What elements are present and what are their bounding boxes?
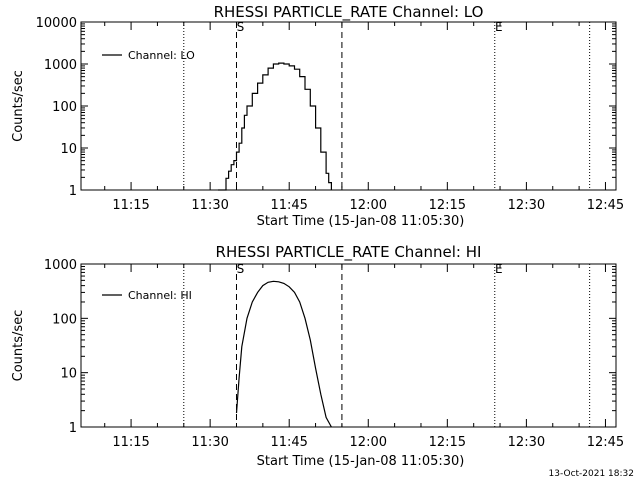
x-tick-label: 11:30: [191, 198, 228, 213]
x-tick-label: 11:15: [112, 198, 149, 213]
chart-title: RHESSI PARTICLE_RATE Channel: HI: [216, 243, 482, 262]
series-line: [235, 280, 332, 428]
legend-label: Channel: HI: [128, 289, 192, 302]
y-axis-label: Counts/sec: [11, 70, 26, 142]
x-tick-label: 12:15: [429, 435, 466, 450]
y-tick-label: 1: [69, 184, 77, 199]
x-tick-label: 12:15: [429, 198, 466, 213]
marker-label: E: [495, 262, 503, 276]
x-axis-label: Start Time (15-Jan-08 11:05:30): [257, 454, 465, 469]
y-tick-label: 100: [52, 100, 77, 115]
y-tick-label: 1: [69, 421, 77, 436]
x-tick-label: 12:45: [587, 198, 624, 213]
x-tick-label: 12:30: [508, 198, 545, 213]
y-tick-label: 1000: [44, 258, 77, 273]
x-tick-label: 12:00: [350, 198, 387, 213]
marker-label: S: [237, 20, 245, 34]
x-tick-label: 11:45: [270, 435, 307, 450]
marker-label: E: [495, 20, 503, 34]
x-tick-label: 11:30: [191, 435, 228, 450]
footer-timestamp: 13-Oct-2021 18:32: [549, 469, 634, 479]
plot-frame: [80, 21, 617, 191]
x-axis-label: Start Time (15-Jan-08 11:05:30): [257, 214, 465, 229]
y-tick-label: 10000: [36, 16, 77, 31]
chart-title: RHESSI PARTICLE_RATE Channel: LO: [214, 3, 484, 22]
y-axis-label: Counts/sec: [11, 310, 26, 382]
plot-frame: [80, 263, 617, 428]
y-tick-label: 10: [60, 142, 77, 157]
x-tick-label: 11:45: [270, 198, 307, 213]
x-tick-label: 11:15: [112, 435, 149, 450]
series-line: [218, 62, 332, 191]
y-tick-label: 1000: [44, 58, 77, 73]
x-tick-label: 12:30: [508, 435, 545, 450]
x-tick-label: 12:00: [350, 435, 387, 450]
y-tick-label: 100: [52, 312, 77, 327]
x-tick-label: 12:45: [587, 435, 624, 450]
y-tick-label: 10: [60, 367, 77, 382]
chart-panel-lo: RHESSI PARTICLE_RATE Channel: LO 1 10 100 10…: [11, 3, 624, 229]
marker-label: S: [237, 262, 245, 276]
chart-panel-hi: RHESSI PARTICLE_RATE Channel: HI 1 10 100 10…: [11, 243, 624, 469]
legend-label: Channel: LO: [128, 49, 195, 62]
